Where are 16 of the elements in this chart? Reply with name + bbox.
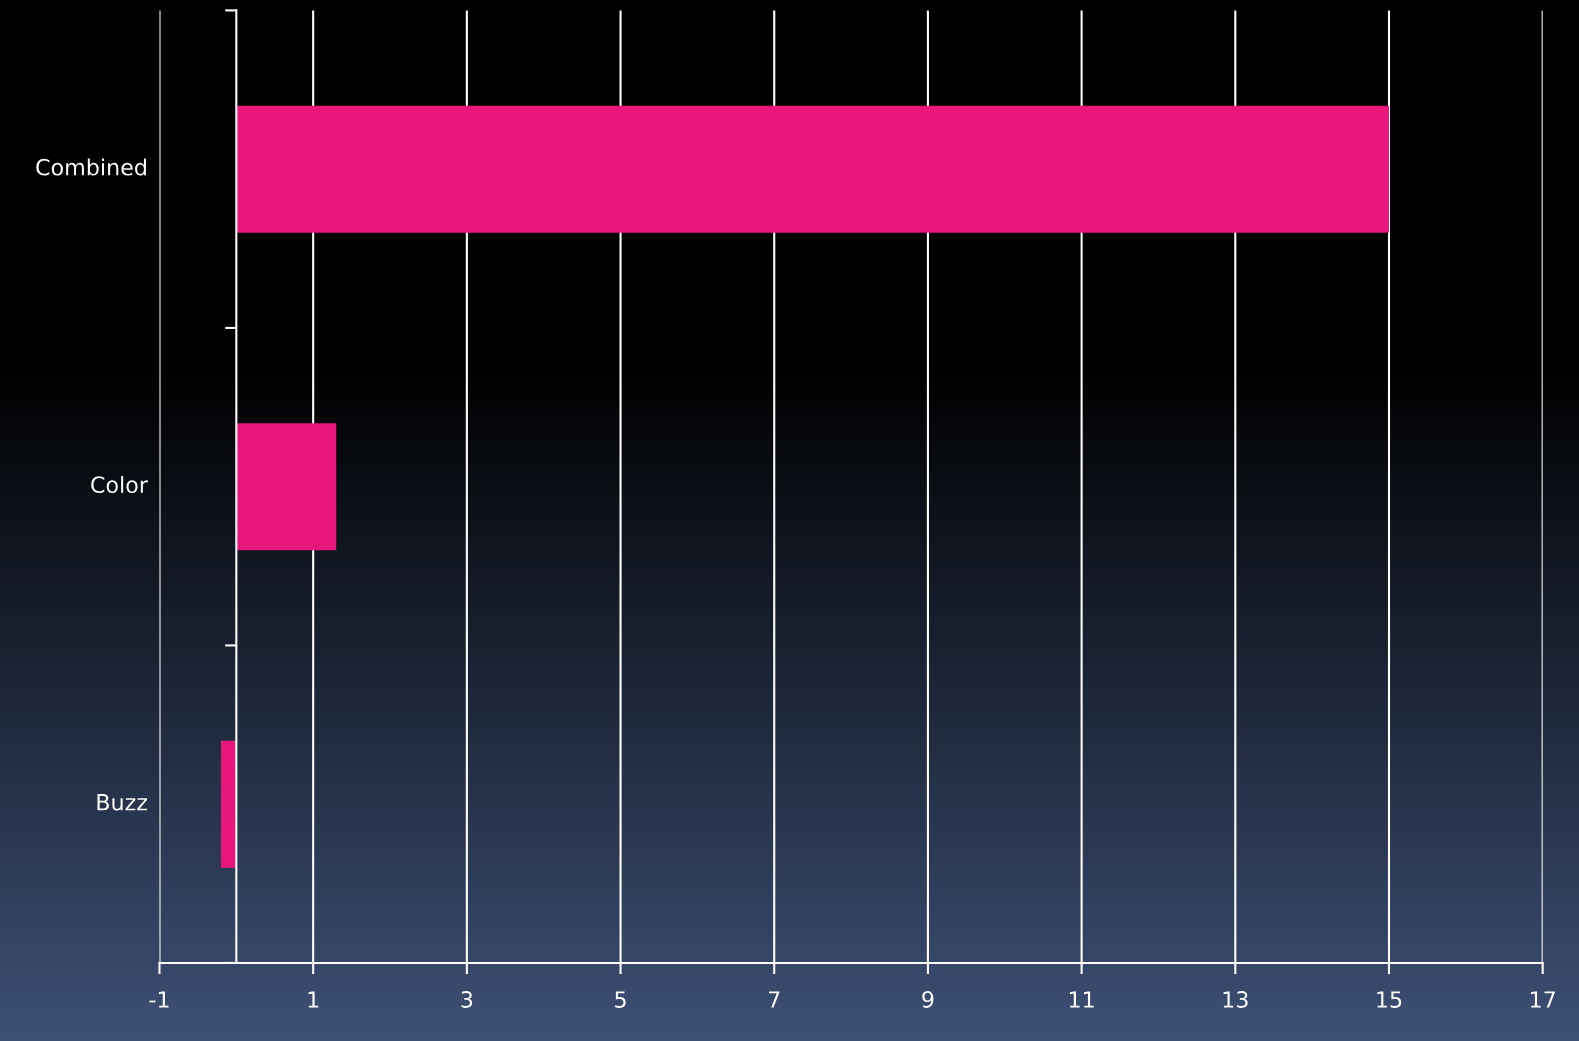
y-tick-label: Buzz <box>97 794 147 811</box>
x-tick-label: 7 <box>768 991 780 1008</box>
x-tick-label: 5 <box>615 991 626 1008</box>
y-tick-label: Color <box>91 475 148 494</box>
x-tick-label: 3 <box>461 991 473 1008</box>
x-tick-label: 9 <box>922 991 934 1008</box>
bar <box>236 105 1389 233</box>
x-tick-label: -1 <box>149 991 169 1008</box>
x-tick-label: 11 <box>1069 991 1094 1008</box>
y-tick-label: Combined <box>36 158 146 176</box>
x-tick-label: 15 <box>1377 991 1402 1008</box>
x-tick-label: 13 <box>1223 991 1248 1008</box>
bar <box>236 423 337 551</box>
x-tick-label: 1 <box>308 991 319 1008</box>
x-tick-label: 17 <box>1530 991 1555 1008</box>
bar <box>220 740 237 868</box>
